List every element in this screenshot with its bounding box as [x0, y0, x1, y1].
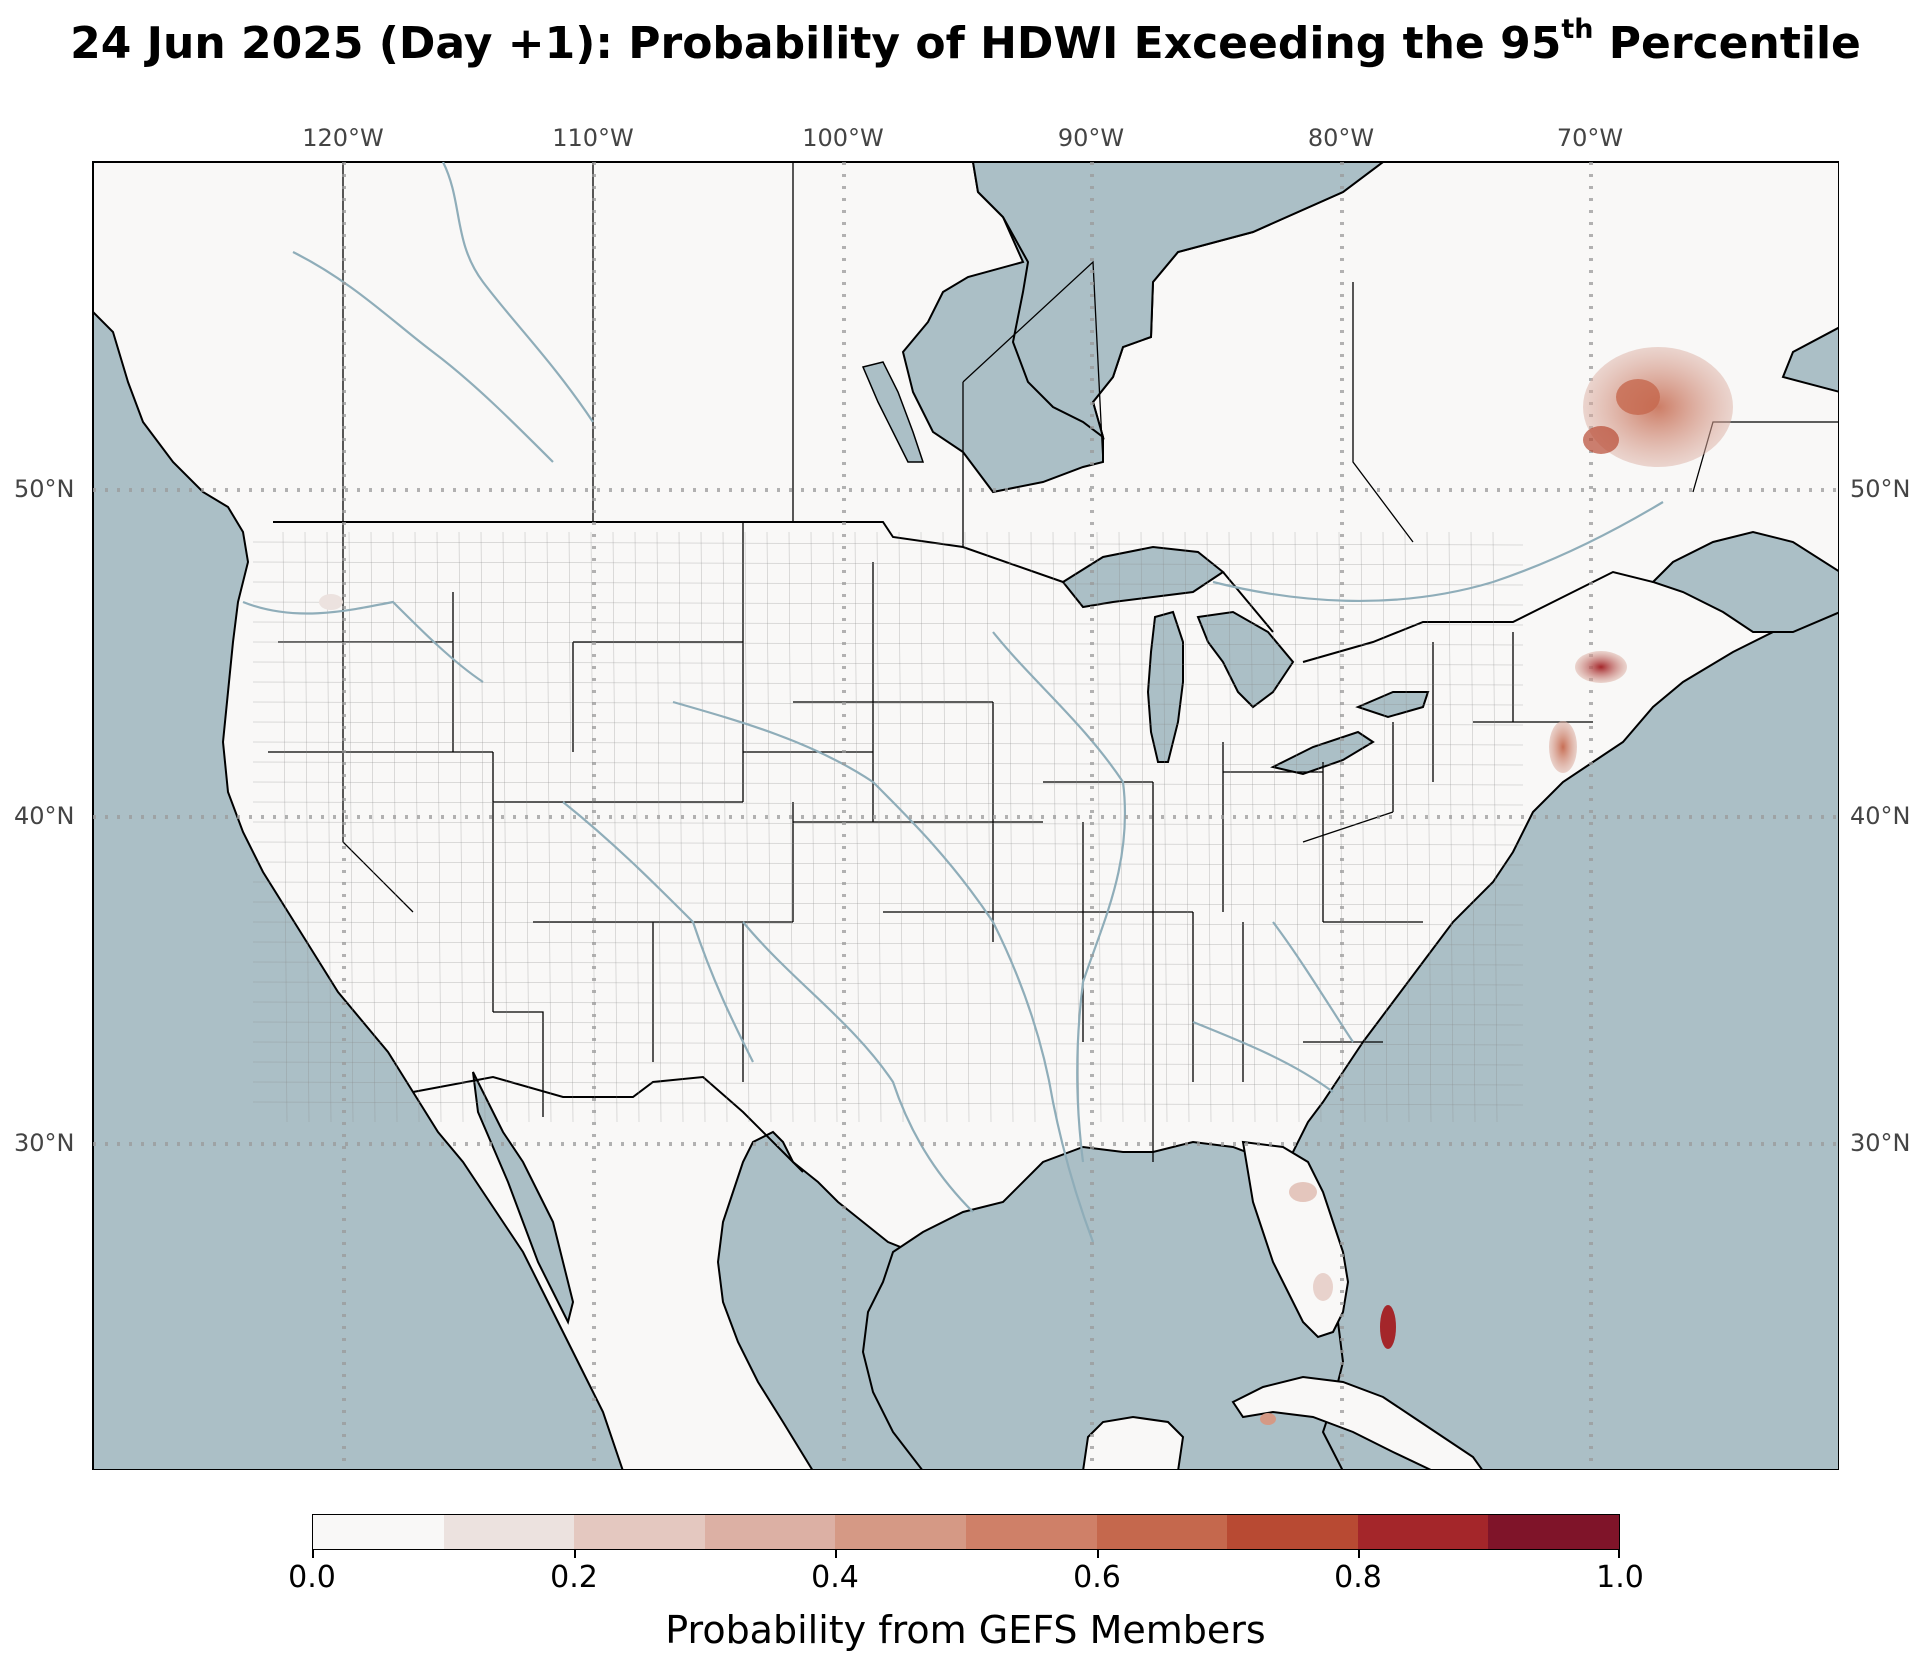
colorbar-tickmark — [312, 1550, 314, 1558]
lat-label-50n-right: 50°N — [1850, 475, 1911, 503]
rivers — [242, 162, 1664, 1243]
lat-label-50n-left: 50°N — [14, 475, 75, 503]
lon-label-110w: 110°W — [552, 124, 634, 152]
colorbar-tickmark — [1618, 1550, 1620, 1558]
county-lines — [252, 531, 1524, 1123]
probability-hotspots — [319, 347, 1733, 1425]
colorbar-label: Probability from GEFS Members — [665, 1608, 1266, 1652]
hotspot-quebec — [1583, 347, 1733, 467]
colorbar-tickmark — [835, 1550, 837, 1558]
county-grid — [252, 531, 1524, 1123]
lat-label-40n-right: 40°N — [1850, 802, 1911, 830]
lon-label-70w: 70°W — [1556, 124, 1624, 152]
hotspot-west-cuba — [1260, 1413, 1276, 1425]
hotspot-north-florida — [1289, 1182, 1317, 1202]
us-canada-border — [273, 521, 1654, 663]
lon-label-80w: 80°W — [1307, 124, 1375, 152]
lake-erie — [1270, 730, 1375, 776]
colorbar-segment-0 — [313, 1515, 444, 1549]
colorbar-segment-7 — [1227, 1515, 1358, 1549]
map-title: 24 Jun 2025 (Day +1): Probability of HDW… — [70, 14, 1861, 69]
colorbar-segment-8 — [1357, 1515, 1489, 1549]
hotspot-massachusetts — [1549, 721, 1577, 773]
lat-label-30n-left: 30°N — [14, 1129, 75, 1157]
hudson-bay — [971, 162, 1385, 440]
cuba-island — [1231, 1375, 1483, 1469]
us-mexico-border — [412, 1075, 804, 1173]
lake-huron — [1196, 610, 1295, 709]
lon-label-120w: 120°W — [302, 124, 384, 152]
colorbar-segment-5 — [965, 1515, 1097, 1549]
hotspot-quebec-west — [1583, 426, 1619, 454]
gulf-of-st-lawrence — [1651, 530, 1838, 633]
lat-label-30n-right: 30°N — [1850, 1129, 1911, 1157]
colorbar-tick-0-6: 0.6 — [1073, 1560, 1121, 1595]
colorbar-tick-0-8: 0.8 — [1334, 1560, 1382, 1595]
gulf-of-mexico — [861, 1140, 1345, 1469]
colorbar-segment-2 — [574, 1515, 705, 1549]
colorbar-tick-0-4: 0.4 — [811, 1560, 859, 1595]
colorbar-tick-1-0: 1.0 — [1596, 1560, 1644, 1595]
lon-label-90w: 90°W — [1057, 124, 1125, 152]
colorbar-tickmark — [1358, 1550, 1360, 1558]
colorbar — [312, 1514, 1620, 1550]
colorbar-tickmark — [1097, 1550, 1099, 1558]
hotspot-south-florida — [1313, 1273, 1333, 1301]
hotspot-maine — [1575, 651, 1627, 683]
hotspot-washington — [319, 594, 343, 610]
lake-superior — [1061, 545, 1225, 609]
lake-winnipeg — [861, 361, 925, 463]
colorbar-segment-1 — [443, 1515, 575, 1549]
pacific-ocean — [93, 310, 624, 1469]
map-canvas — [93, 162, 1838, 1469]
state-borders — [268, 522, 1593, 1162]
lake-michigan — [1146, 610, 1184, 763]
colorbar-tick-0-0: 0.0 — [288, 1560, 336, 1595]
lat-label-40n-left: 40°N — [14, 802, 75, 830]
hotspot-andros-bahamas — [1380, 1305, 1396, 1349]
lon-label-100w: 100°W — [802, 124, 884, 152]
gulf-of-california — [472, 1071, 575, 1325]
map-panel[interactable] — [92, 161, 1839, 1470]
colorbar-segment-6 — [1096, 1515, 1228, 1549]
colorbar-segment-9 — [1488, 1515, 1619, 1549]
colorbar-segment-3 — [704, 1515, 836, 1549]
hotspot-quebec-inner — [1616, 379, 1660, 415]
colorbar-tickmark — [574, 1550, 576, 1558]
colorbar-segment-4 — [835, 1515, 966, 1549]
colorbar-tick-0-2: 0.2 — [550, 1560, 598, 1595]
